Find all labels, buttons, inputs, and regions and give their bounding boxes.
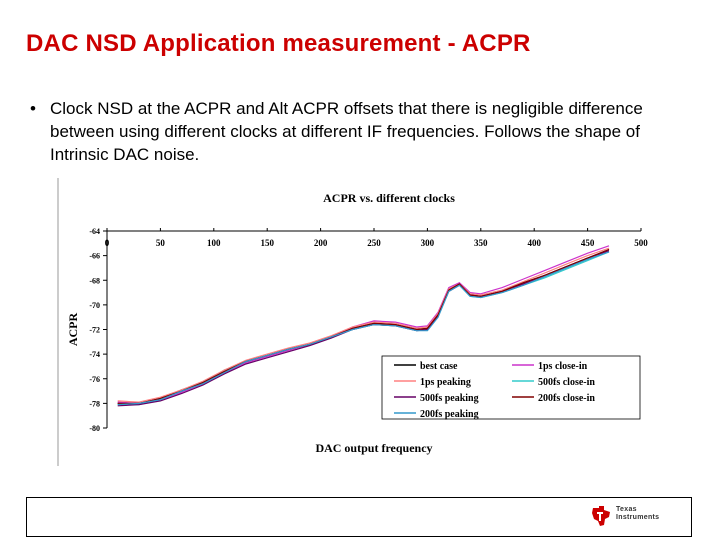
y-tick-label: -64 xyxy=(89,227,100,236)
y-tick-label: -66 xyxy=(89,252,100,261)
legend-label: 200fs peaking xyxy=(420,409,479,420)
y-tick-label: -78 xyxy=(89,399,100,408)
y-tick-label: -70 xyxy=(89,301,100,310)
bullet-item: • Clock NSD at the ACPR and Alt ACPR off… xyxy=(30,97,680,166)
logo-line2: Instruments xyxy=(616,514,660,521)
logo-wordmark: Texas Instruments xyxy=(616,506,659,522)
series-line xyxy=(117,247,610,403)
y-tick-label: -80 xyxy=(89,424,100,433)
y-tick-label: -76 xyxy=(89,375,100,384)
ti-logo-icon xyxy=(592,506,610,526)
series-line xyxy=(117,251,610,406)
bullet-marker: • xyxy=(30,99,36,118)
chart-title: ACPR vs. different clocks xyxy=(323,191,455,205)
series-line xyxy=(117,248,610,404)
y-axis-label: ACPR xyxy=(66,313,80,347)
legend-label: 500fs peaking xyxy=(420,393,479,404)
bullet-text: Clock NSD at the ACPR and Alt ACPR offse… xyxy=(50,99,643,164)
x-tick-label: 200 xyxy=(314,238,328,248)
acpr-chart: ACPR vs. different clocks 0 50 100 150 200 250… xyxy=(57,178,648,466)
legend-label: 1ps peaking xyxy=(420,377,471,388)
y-tick-label: -74 xyxy=(89,350,100,359)
footer-bar: Texas Instruments xyxy=(26,497,692,537)
x-tick-label: 0 xyxy=(105,238,110,248)
logo-line1: Texas xyxy=(616,506,637,513)
x-tick-label: 400 xyxy=(527,238,541,248)
y-tick-label: -68 xyxy=(89,276,100,285)
legend-label: 200fs close-in xyxy=(538,393,595,404)
x-tick-label: 150 xyxy=(260,238,274,248)
x-tick-label: 350 xyxy=(474,238,488,248)
x-tick-label: 450 xyxy=(581,238,595,248)
x-tick-label: 500 xyxy=(634,238,648,248)
legend-label: 500fs close-in xyxy=(538,377,595,388)
x-tick-label: 50 xyxy=(156,238,166,248)
legend-label: 1ps close-in xyxy=(538,361,588,372)
bullet-list: • Clock NSD at the ACPR and Alt ACPR off… xyxy=(30,97,680,166)
x-tick-label: 250 xyxy=(367,238,381,248)
x-axis-label: DAC output frequency xyxy=(315,441,432,455)
x-tick-label: 300 xyxy=(421,238,435,248)
x-tick-label: 100 xyxy=(207,238,221,248)
texas-instruments-logo: Texas Instruments xyxy=(590,504,685,530)
y-tick-label: -72 xyxy=(89,326,100,335)
legend-label: best case xyxy=(420,361,458,372)
legend-box xyxy=(381,355,641,420)
slide-title: DAC NSD Application measurement - ACPR xyxy=(26,30,531,57)
